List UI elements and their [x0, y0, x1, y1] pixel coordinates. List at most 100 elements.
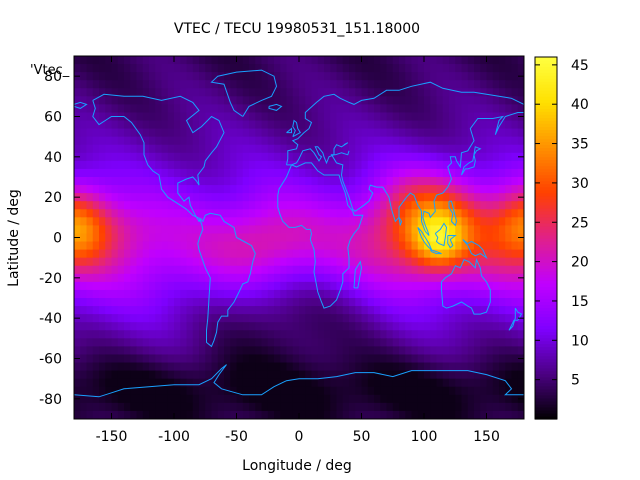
heatmap-cell — [424, 209, 431, 218]
heatmap-cell — [180, 402, 188, 412]
heatmap-cell — [174, 330, 181, 339]
heatmap-cell — [292, 289, 300, 299]
heatmap-cell — [467, 257, 475, 267]
heatmap-cell — [480, 152, 488, 162]
heatmap-cell — [280, 112, 288, 122]
heatmap-cell — [255, 120, 263, 130]
heatmap-cell — [461, 112, 469, 122]
heatmap-cell — [217, 168, 225, 178]
heatmap-cell — [367, 217, 375, 226]
heatmap-cell — [267, 88, 275, 97]
heatmap-cell — [449, 298, 456, 307]
heatmap-cell — [155, 346, 163, 356]
heatmap-cell — [374, 289, 381, 299]
heatmap-cell — [155, 298, 163, 307]
heatmap-cell — [405, 410, 413, 419]
heatmap-cell — [124, 265, 131, 275]
heatmap-cell — [342, 314, 350, 323]
heatmap-cell — [330, 338, 338, 347]
heatmap-cell — [280, 314, 288, 323]
heatmap-cell — [380, 338, 388, 347]
heatmap-cell — [255, 112, 263, 122]
heatmap-cell — [324, 201, 331, 210]
heatmap-cell — [167, 314, 175, 323]
heatmap-cell — [405, 386, 413, 396]
heatmap-cell — [199, 168, 206, 178]
heatmap-cell — [367, 273, 375, 283]
heatmap-cell — [86, 185, 94, 194]
heatmap-cell — [392, 265, 400, 275]
heatmap-cell — [117, 168, 125, 178]
heatmap-cell — [342, 80, 350, 89]
heatmap-cell — [424, 64, 431, 73]
heatmap-cell — [255, 233, 263, 243]
heatmap-cell — [374, 96, 381, 105]
heatmap-cell — [399, 64, 406, 73]
heatmap-cell — [324, 225, 331, 235]
heatmap-cell — [199, 322, 206, 331]
heatmap-cell — [174, 306, 181, 315]
heatmap-cell — [186, 144, 194, 154]
heatmap-cell — [474, 241, 481, 251]
heatmap-cell — [492, 201, 500, 210]
heatmap-cell — [261, 136, 269, 146]
heatmap-cell — [199, 177, 206, 186]
heatmap-cell — [230, 346, 238, 356]
heatmap-cell — [311, 177, 319, 186]
colorbar-segment — [535, 259, 557, 263]
heatmap-cell — [399, 322, 406, 331]
heatmap-cell — [430, 306, 438, 315]
heatmap-cell — [267, 338, 275, 347]
heatmap-cell — [111, 370, 119, 380]
heatmap-cell — [342, 152, 350, 162]
coastline — [434, 222, 448, 247]
heatmap-cell — [192, 152, 200, 162]
heatmap-cell — [499, 144, 506, 154]
heatmap-cell — [105, 88, 113, 97]
heatmap-cell — [130, 96, 138, 105]
heatmap-cell — [224, 330, 231, 339]
heatmap-cell — [480, 394, 488, 404]
heatmap-cell — [505, 273, 513, 283]
heatmap-cell — [180, 112, 188, 122]
heatmap-cell — [199, 160, 206, 170]
heatmap-cell — [417, 88, 425, 97]
colorbar-segment — [535, 228, 557, 233]
heatmap-cell — [405, 193, 413, 202]
heatmap-cell — [161, 410, 169, 419]
heatmap-cell — [149, 394, 156, 404]
heatmap-cell — [461, 177, 469, 186]
heatmap-cell — [442, 177, 450, 186]
heatmap-cell — [180, 72, 188, 81]
x-tick-label: 100 — [411, 429, 438, 445]
heatmap-cell — [417, 177, 425, 186]
heatmap-cell — [317, 209, 325, 218]
heatmap-cell — [261, 289, 269, 299]
heatmap-cell — [161, 394, 169, 404]
colorbar-segment — [535, 108, 557, 112]
heatmap-cell — [442, 249, 450, 259]
heatmap-cell — [324, 56, 331, 65]
heatmap-cell — [474, 56, 481, 65]
heatmap-cell — [399, 104, 406, 114]
heatmap-cell — [217, 177, 225, 186]
heatmap-cell — [211, 193, 219, 202]
heatmap-cell — [236, 193, 244, 202]
heatmap-cell — [305, 88, 313, 97]
heatmap-cell — [155, 56, 163, 65]
heatmap-cell — [186, 56, 194, 65]
heatmap-cell — [86, 56, 94, 65]
heatmap-cell — [111, 225, 119, 235]
heatmap-cell — [455, 314, 463, 323]
heatmap-cell — [280, 410, 288, 419]
heatmap-cell — [467, 233, 475, 243]
heatmap-cell — [499, 370, 506, 380]
heatmap-cell — [155, 273, 163, 283]
heatmap-cell — [442, 193, 450, 202]
heatmap-cell — [511, 152, 519, 162]
heatmap-cell — [336, 346, 344, 356]
heatmap-cell — [205, 96, 213, 105]
heatmap-cell — [355, 120, 363, 130]
heatmap-cell — [449, 257, 456, 267]
heatmap-cell — [336, 410, 344, 419]
